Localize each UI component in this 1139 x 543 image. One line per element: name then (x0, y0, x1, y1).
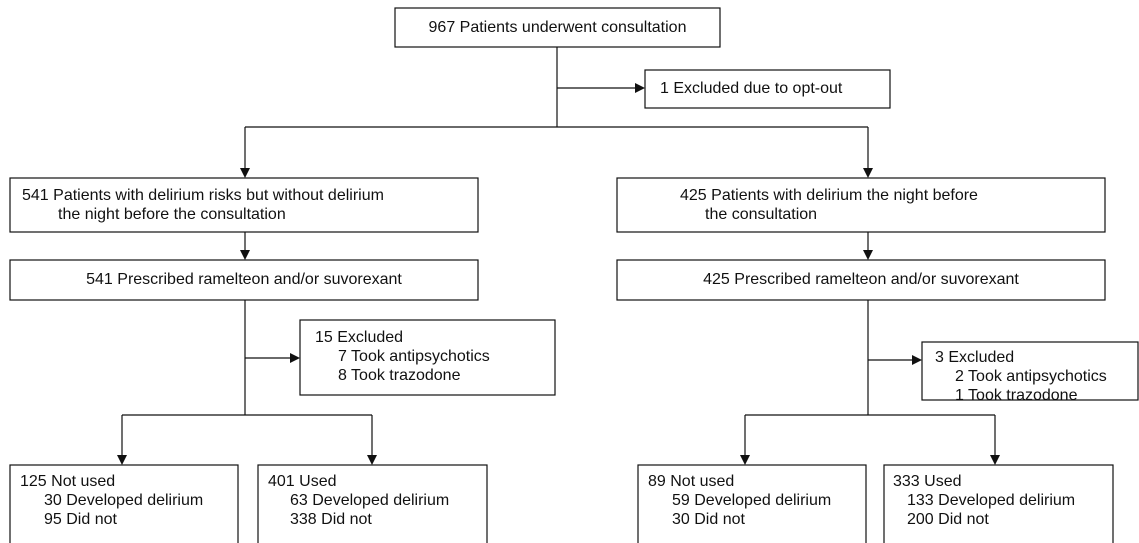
flow-box: 15 Excluded 7 Took antipsychotics 8 Took t… (299, 319, 556, 396)
arrowhead (290, 353, 300, 363)
box (257, 464, 488, 543)
box-line: 200 Did not (907, 511, 989, 528)
arrowhead (990, 455, 1000, 465)
arrowhead (240, 250, 250, 260)
flow-box: 1 Excluded due to opt-out (644, 69, 891, 109)
box-line: the night before the consultation (58, 206, 286, 223)
arrowhead (912, 355, 922, 365)
flow-box: 125 Not used 30 Developed delirium 95 Did … (9, 464, 239, 543)
flow-box: 401 Used 63 Developed delirium 338 Did not (257, 464, 488, 543)
box-heading: 125 Not used (20, 473, 115, 490)
box-heading: 89 Not used (648, 473, 734, 490)
box-heading: 15 Excluded (315, 329, 403, 346)
box-heading: 333 Used (893, 473, 962, 490)
flow-box: 425 Prescribed ramelteon and/or suvorexa… (616, 259, 1106, 301)
box-heading: 401 Used (268, 473, 337, 490)
flow-box: 541 Prescribed ramelteon and/or suvorexa… (9, 259, 479, 301)
box-line: 7 Took antipsychotics (338, 348, 490, 365)
flow-box: 89 Not used 59 Developed delirium 30 Did n… (637, 464, 867, 543)
box-line: 30 Did not (672, 511, 745, 528)
box (616, 177, 1106, 233)
box-heading: 3 Excluded (935, 349, 1014, 366)
flow-box: 3 Excluded 2 Took antipsychotics 1 Took tr… (921, 341, 1139, 404)
box-line: 1 Took trazodone (955, 387, 1078, 404)
box-line: 63 Developed delirium (290, 492, 449, 509)
box-line: 133 Developed delirium (907, 492, 1075, 509)
box (9, 177, 479, 233)
box (883, 464, 1114, 543)
box (299, 319, 556, 396)
box-heading: 541 Prescribed ramelteon and/or suvorexa… (86, 271, 402, 288)
connectors (117, 47, 1000, 465)
box (394, 7, 721, 48)
box-line: 8 Took trazodone (338, 367, 461, 384)
box (9, 464, 239, 543)
box-line: 59 Developed delirium (672, 492, 831, 509)
box-heading: 1 Excluded due to opt-out (660, 80, 843, 97)
box-heading: 967 Patients underwent consultation (429, 19, 687, 36)
box-line: 95 Did not (44, 511, 117, 528)
flow-box: 425 Patients with delirium the night bef… (616, 177, 1106, 233)
box-line: 338 Did not (290, 511, 372, 528)
arrowhead (635, 83, 645, 93)
box-line: 2 Took antipsychotics (955, 368, 1107, 385)
arrowhead (740, 455, 750, 465)
box-heading: 425 Patients with delirium the night bef… (680, 187, 978, 204)
box (9, 259, 479, 301)
box-line: 30 Developed delirium (44, 492, 203, 509)
box (637, 464, 867, 543)
box-heading: 425 Prescribed ramelteon and/or suvorexa… (703, 271, 1019, 288)
arrowhead (863, 250, 873, 260)
flow-box: 541 Patients with delirium risks but wit… (9, 177, 479, 233)
box (644, 69, 891, 109)
box (616, 259, 1106, 301)
arrowhead (240, 168, 250, 178)
flow-box: 333 Used 133 Developed delirium 200 Did no… (883, 464, 1114, 543)
box-heading: 541 Patients with delirium risks but wit… (22, 187, 384, 204)
box-line: the consultation (705, 206, 817, 223)
arrowhead (863, 168, 873, 178)
arrowhead (367, 455, 377, 465)
arrowhead (117, 455, 127, 465)
box (921, 341, 1139, 401)
flow-box: 967 Patients underwent consultation (394, 7, 721, 48)
